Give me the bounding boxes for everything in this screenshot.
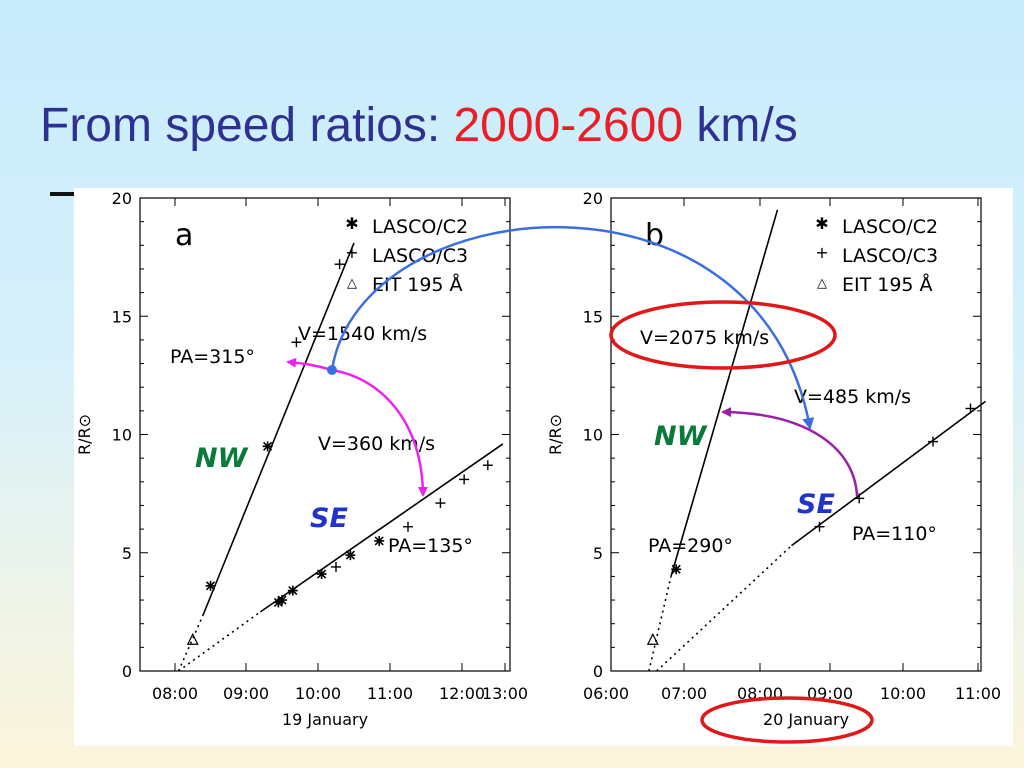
title-underline-mark xyxy=(50,192,76,196)
slide-title: From speed ratios: 2000-2600 km/s xyxy=(40,98,798,153)
title-prefix: From speed ratios: xyxy=(40,99,454,152)
title-suffix: km/s xyxy=(683,99,798,152)
title-highlight: 2000-2600 xyxy=(453,99,684,152)
figure-panel xyxy=(74,188,1013,746)
